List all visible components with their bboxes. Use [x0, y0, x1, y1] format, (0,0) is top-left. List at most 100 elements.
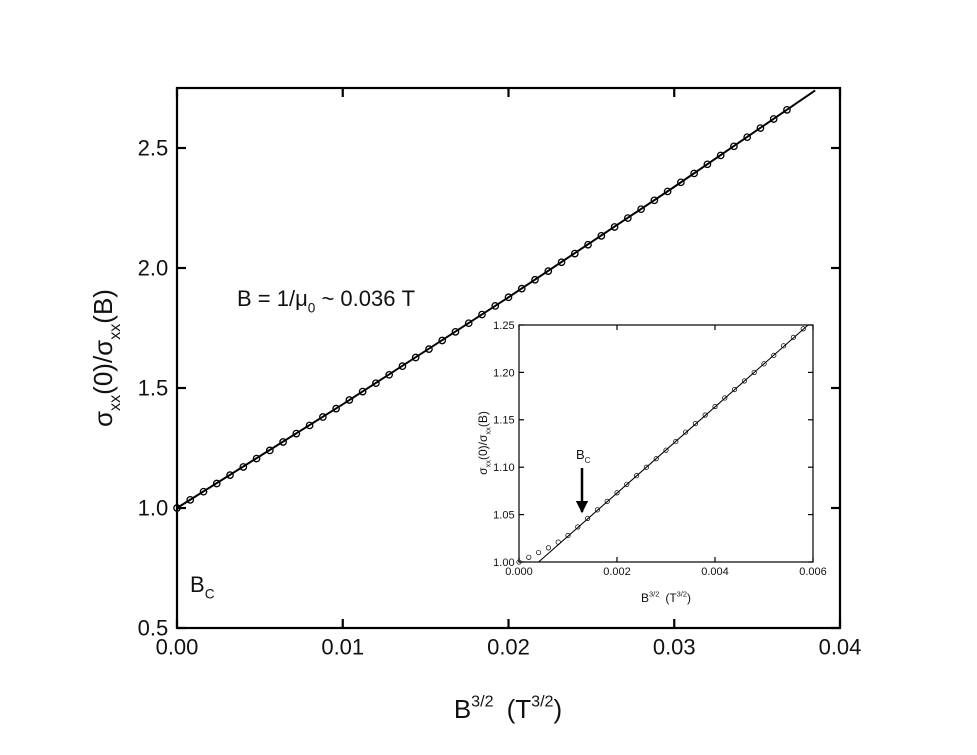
x-axis-label-part: ) — [554, 694, 563, 724]
y-axis-label-part: xx — [484, 460, 493, 468]
data-point — [783, 105, 791, 114]
data-point — [610, 223, 619, 231]
x-tick-label: 0.004 — [701, 566, 729, 578]
data-point — [491, 302, 500, 310]
data-point — [781, 343, 787, 349]
data-point — [557, 258, 566, 267]
data-point — [536, 549, 542, 556]
y-tick-label: 1.0 — [138, 496, 169, 521]
data-point — [663, 447, 669, 453]
x-tick-label: 0.04 — [819, 634, 862, 659]
data-point — [673, 439, 679, 445]
data-point — [634, 473, 640, 479]
data-point — [478, 310, 486, 319]
y-tick-label: 1.20 — [493, 367, 514, 379]
data-point — [292, 429, 301, 438]
data-point — [604, 498, 610, 504]
annotation-part: C — [205, 587, 215, 602]
y-axis-label-part: (B) — [88, 289, 118, 324]
x-axis-label-part: (T — [507, 694, 532, 724]
data-point — [716, 151, 725, 160]
data-point — [438, 336, 447, 345]
data-point — [730, 142, 738, 151]
data-point — [702, 412, 708, 418]
data-point — [199, 487, 208, 496]
data-point — [531, 275, 539, 284]
data-point — [756, 124, 765, 132]
y-axis-label-part: xx — [106, 395, 124, 411]
y-tick-label: 1.10 — [493, 462, 514, 474]
x-axis-label-part: 3/2 — [677, 590, 687, 599]
data-point — [411, 353, 420, 362]
x-tick-label: 0.006 — [799, 566, 827, 578]
data-point — [712, 403, 718, 410]
data-point — [769, 115, 778, 123]
data-point — [464, 319, 473, 328]
data-point — [732, 386, 738, 393]
annotation-part: B — [190, 572, 205, 597]
x-tick-label: 0.000 — [505, 566, 533, 578]
data-point — [212, 479, 221, 488]
data-point — [332, 404, 340, 413]
fit-line — [176, 89, 816, 509]
y-tick-label: 1.25 — [493, 320, 514, 332]
x-tick-label: 0.01 — [321, 634, 364, 659]
annotation-part: C — [585, 456, 591, 465]
data-point — [516, 559, 522, 565]
x-tick-label: 0.02 — [487, 634, 530, 659]
data-point — [226, 471, 234, 479]
annotation-part: B = 1/μ — [237, 286, 308, 311]
y-axis-label-part: xx — [484, 427, 493, 435]
x-axis-label-part: B — [454, 694, 471, 724]
annotation: BC — [576, 447, 591, 465]
data-point — [677, 178, 685, 187]
y-tick-label: 1.5 — [138, 376, 169, 401]
annotation-part: B — [576, 447, 585, 462]
data-point — [741, 378, 747, 384]
data-point — [771, 352, 777, 358]
y-axis-label-part: xx — [106, 324, 124, 340]
annotation: BC — [190, 572, 215, 602]
data-point — [504, 293, 513, 302]
data-point — [544, 267, 553, 275]
data-point — [761, 361, 767, 367]
data-point — [358, 387, 367, 396]
x-axis-label-part: (T — [665, 591, 677, 605]
data-point — [385, 370, 394, 379]
x-axis-label-part: 3/2 — [531, 692, 553, 710]
y-axis-label-part: σ — [88, 411, 118, 427]
data-point — [345, 396, 354, 404]
data-point — [398, 362, 407, 371]
y-axis-label-part: σ — [476, 467, 490, 475]
fit-line — [538, 324, 809, 563]
data-point — [265, 446, 274, 455]
y-tick-label: 2.0 — [138, 256, 169, 281]
x-tick-label: 0.002 — [603, 566, 631, 578]
plot-area — [518, 324, 814, 563]
x-tick-label: 0.00 — [156, 634, 199, 659]
x-axis-label-part: B — [641, 591, 649, 605]
x-axis-label-part: ) — [687, 591, 691, 605]
data-point — [526, 554, 532, 560]
data-point — [517, 284, 526, 293]
data-point — [372, 379, 380, 388]
data-point — [305, 421, 314, 430]
data-point — [683, 429, 689, 435]
y-tick-label: 2.5 — [138, 136, 169, 161]
y-axis-label-part: (0)/σ — [476, 434, 490, 460]
data-point — [790, 334, 796, 340]
data-point — [425, 345, 433, 353]
x-axis-label-part: 3/2 — [471, 692, 493, 710]
data-point — [565, 532, 571, 539]
data-point — [690, 169, 699, 178]
x-axis-label: B3/2 (T3/2) — [641, 590, 691, 605]
data-point — [722, 395, 728, 401]
data-point — [584, 240, 592, 249]
data-point — [743, 133, 752, 142]
y-axis-label: σxx(0)/σxx(B) — [88, 289, 124, 427]
y-tick-label: 0.5 — [138, 616, 169, 641]
data-point — [545, 545, 551, 551]
data-point — [186, 495, 195, 504]
annotation-part: 0 — [308, 301, 316, 316]
